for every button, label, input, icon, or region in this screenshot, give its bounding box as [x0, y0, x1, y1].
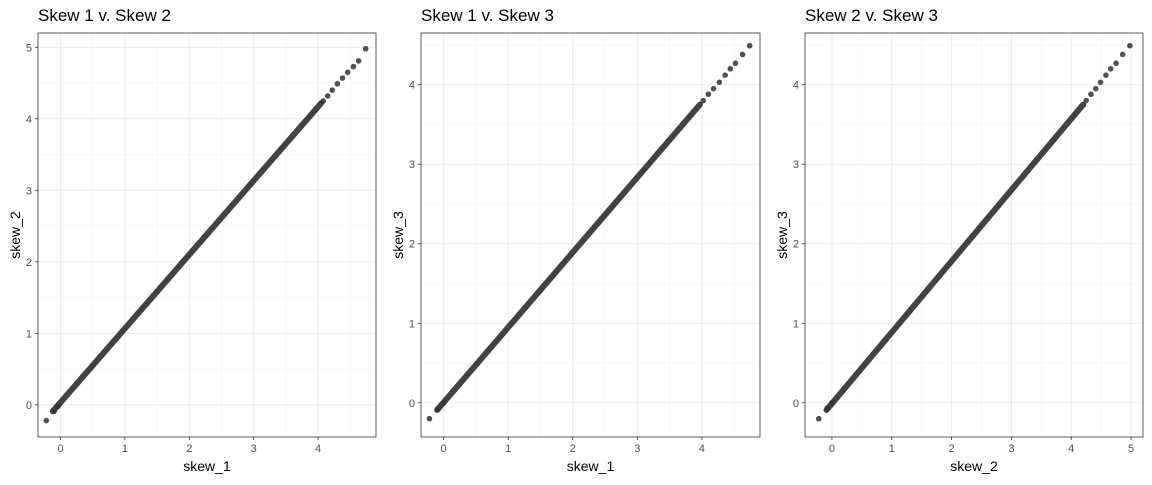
gridlines: [38, 33, 376, 437]
x-axis-title: skew_1: [183, 458, 231, 474]
x-tick-label: 1: [889, 443, 895, 455]
data-point: [732, 60, 739, 67]
y-tick-label: 4: [409, 80, 415, 92]
data-point: [746, 42, 753, 49]
data-point: [829, 400, 835, 406]
data-point: [1083, 97, 1089, 104]
y-tick-label: 0: [409, 398, 415, 410]
data-point: [815, 415, 822, 422]
data-points: [426, 42, 753, 422]
chart-title: Skew 2 v. Skew 3: [805, 6, 938, 25]
data-point: [1119, 51, 1126, 58]
x-tick-label: 2: [949, 443, 955, 455]
y-tick-label: 2: [793, 239, 799, 251]
data-point: [1127, 42, 1133, 49]
y-tick-label: 3: [793, 159, 799, 171]
data-points: [815, 42, 1133, 422]
panel-1: 0 1 2 3 4 0 1 2 3 4 5 Skew 1 v. Skew 2 skew_1 skew_2: [7, 6, 377, 474]
x-tick-label: 5: [1128, 443, 1134, 455]
y-axis-title: skew_3: [390, 211, 406, 259]
y-tick-label: 1: [793, 318, 799, 330]
data-point: [435, 405, 442, 412]
data-point: [440, 400, 447, 406]
chart-title: Skew 1 v. Skew 3: [421, 6, 554, 25]
data-point: [716, 79, 723, 86]
y-axis-title: skew_2: [7, 211, 23, 259]
data-point: [1103, 72, 1109, 78]
data-point: [329, 87, 336, 94]
data-point: [705, 91, 712, 98]
data-point: [1107, 65, 1114, 72]
x-tick-label: 3: [1008, 443, 1014, 455]
x-tick-label: 0: [57, 443, 63, 455]
data-point: [1092, 85, 1099, 92]
panel-border: [420, 32, 761, 438]
y-tick-label: 3: [26, 185, 32, 197]
x-tick-label: 1: [505, 443, 511, 455]
data-point: [339, 75, 346, 81]
data-point: [722, 72, 728, 78]
panel-2: 0 1 2 3 4 0 1 2 3 4 Skew 1 v. Skew 3 skew_1 skew_3: [390, 6, 761, 474]
dense-point-band: [434, 101, 703, 413]
data-point: [1113, 60, 1119, 67]
x-axis-title: skew_1: [567, 458, 615, 474]
data-point: [426, 415, 433, 422]
gridlines: [805, 33, 1143, 437]
panel-border: [37, 32, 377, 438]
x-tick-label: 3: [634, 443, 640, 455]
data-point: [55, 403, 61, 410]
data-point: [727, 65, 734, 72]
data-point: [51, 408, 57, 415]
y-tick-label: 1: [409, 318, 415, 330]
y-tick-label: 1: [26, 328, 32, 340]
data-point: [344, 69, 351, 76]
data-point: [350, 63, 357, 70]
x-tick-label: 1: [122, 443, 128, 455]
y-axis-title: skew_3: [774, 211, 790, 259]
data-point: [324, 93, 331, 99]
x-tick-label: 4: [1068, 443, 1074, 455]
y-tick-label: 4: [793, 80, 799, 92]
y-tick-label: 0: [793, 398, 799, 410]
x-tick-label: 0: [829, 443, 835, 455]
data-point: [824, 405, 830, 412]
data-point: [1097, 79, 1104, 86]
x-axis-title: skew_2: [950, 458, 998, 474]
data-points: [43, 45, 369, 424]
y-tick-label: 5: [26, 42, 32, 54]
y-tick-label: 2: [26, 257, 32, 269]
data-point: [355, 58, 362, 64]
x-tick-label: 4: [315, 443, 321, 455]
dense-point-band: [49, 100, 325, 415]
data-point: [739, 51, 746, 58]
y-tick-label: 3: [409, 159, 415, 171]
panel-border: [804, 32, 1144, 438]
data-point: [43, 417, 50, 424]
x-tick-label: 2: [570, 443, 576, 455]
data-point: [320, 98, 327, 104]
data-point: [710, 85, 717, 92]
x-tick-label: 0: [441, 443, 447, 455]
data-point: [334, 80, 341, 87]
dense-point-band: [823, 101, 1087, 413]
x-tick-label: 3: [251, 443, 257, 455]
x-tick-label: 2: [186, 443, 192, 455]
data-point: [700, 97, 706, 104]
data-point: [362, 45, 369, 52]
chart-title: Skew 1 v. Skew 2: [38, 6, 171, 25]
y-tick-label: 0: [26, 400, 32, 412]
panel-3: 0 1 2 3 4 5 0 1 2 3 4 Skew 2 v. Skew 3 skew_2 skew_3: [774, 6, 1144, 474]
data-point: [1088, 91, 1094, 98]
y-tick-label: 4: [26, 114, 32, 126]
y-tick-label: 2: [409, 239, 415, 251]
x-tick-label: 4: [699, 443, 705, 455]
